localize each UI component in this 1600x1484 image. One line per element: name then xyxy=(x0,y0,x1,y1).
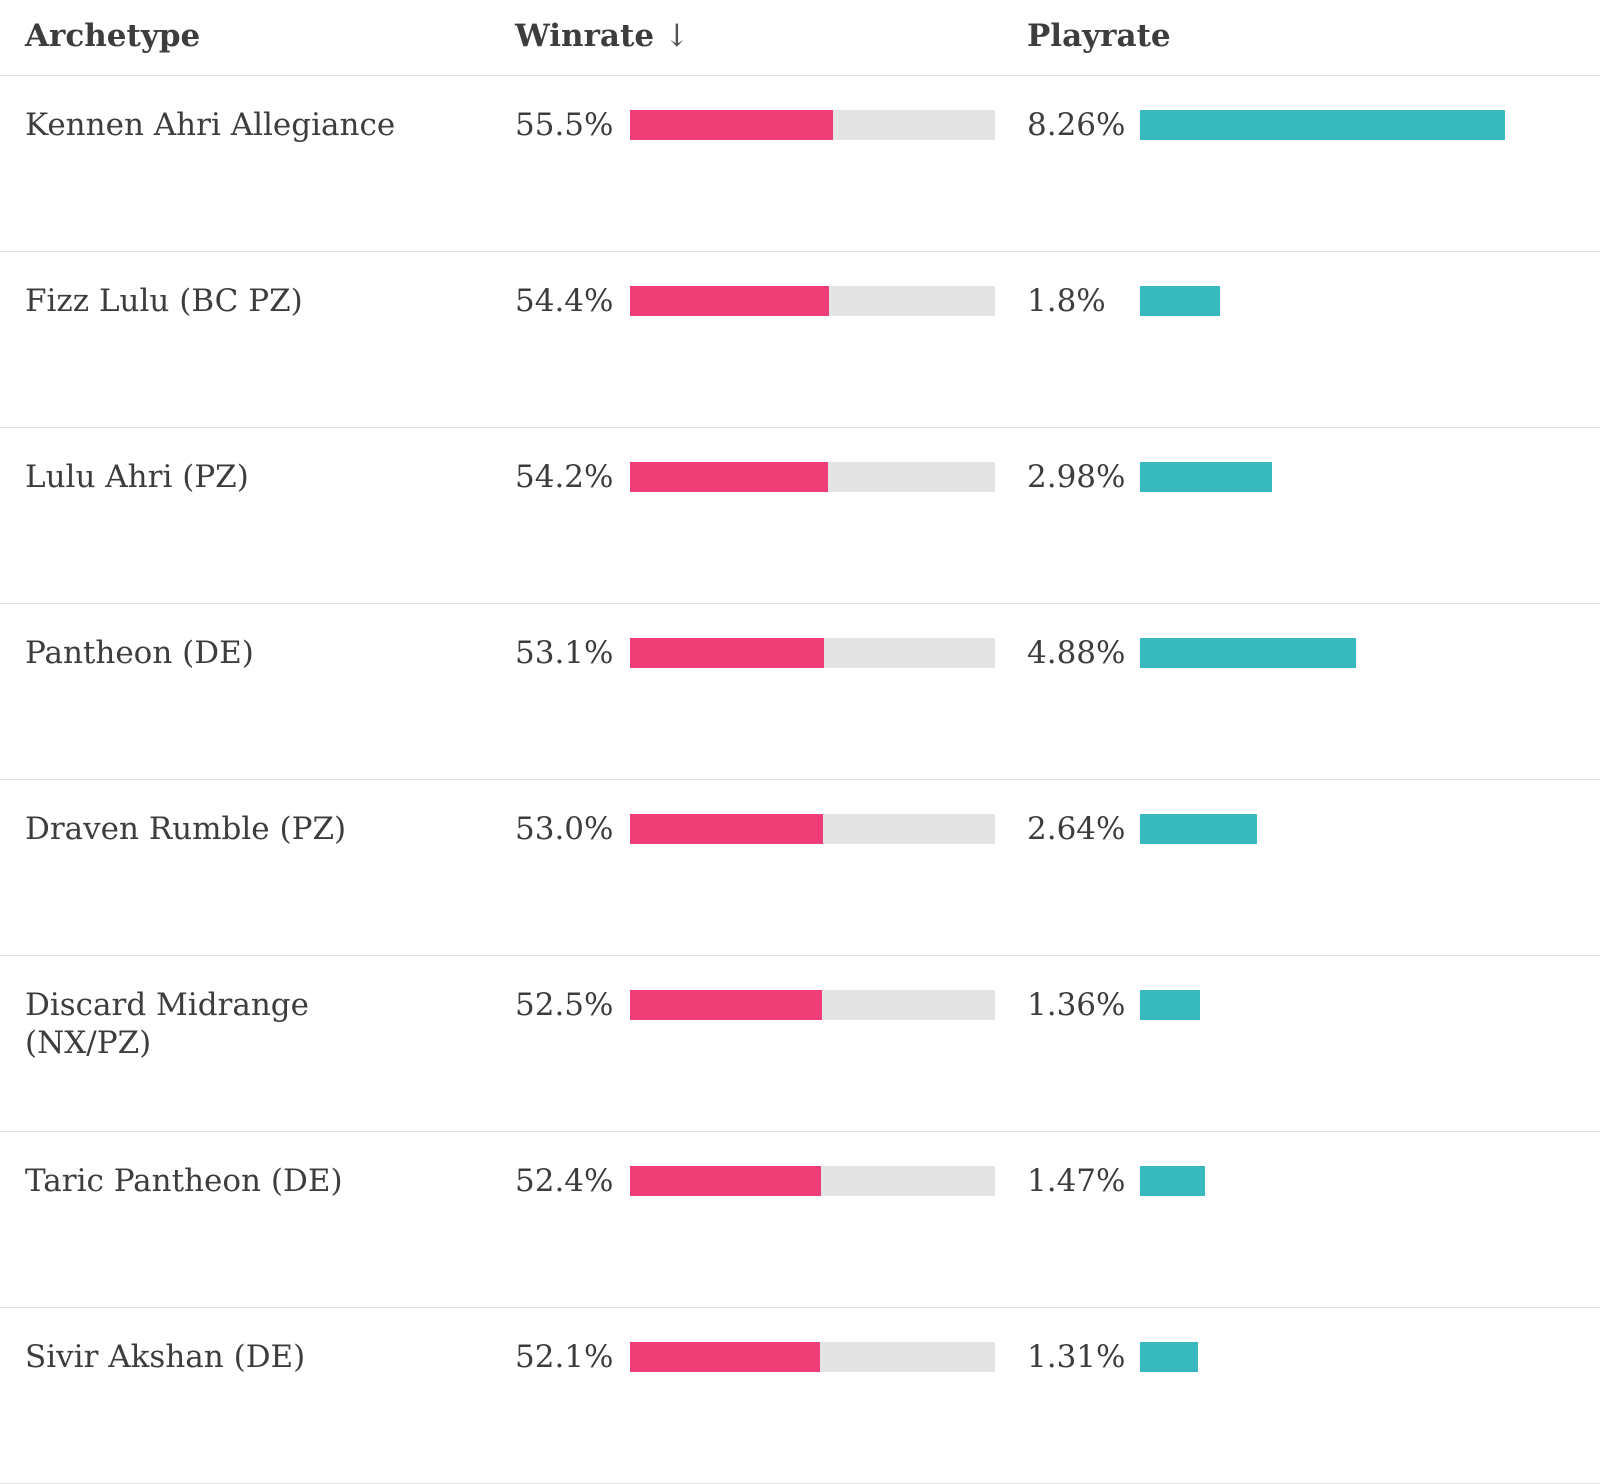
archetype-name[interactable]: Kennen Ahri Allegiance xyxy=(25,107,396,143)
archetype-cell: Kennen Ahri Allegiance xyxy=(0,106,515,144)
winrate-value: 52.5% xyxy=(515,987,614,1023)
playrate-value: 2.64% xyxy=(1027,811,1126,847)
playrate-bar-track xyxy=(1140,110,1505,140)
table-row: Fizz Lulu (BC PZ) 54.4% 1.8% xyxy=(0,252,1600,428)
playrate-bar-fill xyxy=(1140,286,1220,316)
archetype-cell: Pantheon (DE) xyxy=(0,634,515,672)
playrate-value: 1.47% xyxy=(1027,1163,1126,1199)
winrate-bar-cell xyxy=(630,458,995,492)
table-body: Kennen Ahri Allegiance 55.5% 8.26% Fizz … xyxy=(0,76,1600,1484)
winrate-bar-track xyxy=(630,1166,995,1196)
archetype-cell: Taric Pantheon (DE) xyxy=(0,1162,515,1200)
column-header-winrate-label: Winrate xyxy=(515,18,655,54)
winrate-bar-cell xyxy=(630,986,995,1020)
playrate-bar-cell xyxy=(1140,458,1505,492)
table-row: Draven Rumble (PZ) 53.0% 2.64% xyxy=(0,780,1600,956)
winrate-bar-track xyxy=(630,286,995,316)
table-row: Pantheon (DE) 53.1% 4.88% xyxy=(0,604,1600,780)
winrate-bar-track xyxy=(630,1342,995,1372)
winrate-bar-cell xyxy=(630,1162,995,1196)
playrate-bar-cell xyxy=(1140,282,1505,316)
winrate-bar-cell xyxy=(630,1338,995,1372)
archetype-name[interactable]: Taric Pantheon (DE) xyxy=(25,1163,343,1199)
playrate-bar-track xyxy=(1140,1166,1505,1196)
playrate-value: 8.26% xyxy=(1027,107,1126,143)
archetype-name[interactable]: Pantheon (DE) xyxy=(25,635,254,671)
winrate-bar-cell xyxy=(630,810,995,844)
winrate-bar-fill xyxy=(630,462,828,492)
winrate-bar-track xyxy=(630,638,995,668)
playrate-bar-track xyxy=(1140,1342,1505,1372)
playrate-bar-cell xyxy=(1140,986,1505,1020)
winrate-bar-fill xyxy=(630,1166,822,1196)
winrate-value: 53.0% xyxy=(515,811,614,847)
archetype-name[interactable]: Discard Midrange (NX/PZ) xyxy=(25,987,309,1061)
playrate-bar-cell xyxy=(1140,106,1505,140)
table-row: Kennen Ahri Allegiance 55.5% 8.26% xyxy=(0,76,1600,252)
winrate-bar-fill xyxy=(630,990,822,1020)
column-header-winrate[interactable]: Winrate ↓ xyxy=(515,18,995,54)
winrate-bar-fill xyxy=(630,286,829,316)
playrate-bar-cell xyxy=(1140,1162,1505,1196)
archetype-name[interactable]: Lulu Ahri (PZ) xyxy=(25,459,249,495)
playrate-value: 4.88% xyxy=(1027,635,1126,671)
winrate-value: 54.2% xyxy=(515,459,614,495)
column-header-playrate-label: Playrate xyxy=(1027,18,1171,54)
playrate-value: 1.8% xyxy=(1027,283,1106,319)
playrate-bar-track xyxy=(1140,462,1505,492)
playrate-bar-track xyxy=(1140,286,1505,316)
winrate-value: 53.1% xyxy=(515,635,614,671)
playrate-bar-cell xyxy=(1140,810,1505,844)
winrate-bar-cell xyxy=(630,106,995,140)
table-row: Sivir Akshan (DE) 52.1% 1.31% xyxy=(0,1308,1600,1484)
playrate-bar-fill xyxy=(1140,638,1356,668)
playrate-bar-fill xyxy=(1140,1342,1198,1372)
playrate-bar-cell xyxy=(1140,634,1505,668)
playrate-bar-fill xyxy=(1140,990,1201,1020)
winrate-value: 55.5% xyxy=(515,107,614,143)
winrate-bar-cell xyxy=(630,282,995,316)
winrate-bar-fill xyxy=(630,110,833,140)
winrate-value: 54.4% xyxy=(515,283,614,319)
winrate-bar-track xyxy=(630,990,995,1020)
archetype-cell: Sivir Akshan (DE) xyxy=(0,1338,515,1376)
table-row: Discard Midrange (NX/PZ) 52.5% 1.36% xyxy=(0,956,1600,1132)
winrate-bar-fill xyxy=(630,814,824,844)
archetype-name[interactable]: Draven Rumble (PZ) xyxy=(25,811,347,847)
playrate-bar-track xyxy=(1140,814,1505,844)
winrate-bar-track xyxy=(630,110,995,140)
table-row: Taric Pantheon (DE) 52.4% 1.47% xyxy=(0,1132,1600,1308)
archetype-cell: Lulu Ahri (PZ) xyxy=(0,458,515,496)
playrate-bar-track xyxy=(1140,638,1505,668)
playrate-value: 1.31% xyxy=(1027,1339,1126,1375)
winrate-bar-track xyxy=(630,814,995,844)
playrate-bar-track xyxy=(1140,990,1505,1020)
playrate-bar-fill xyxy=(1140,1166,1205,1196)
playrate-bar-fill xyxy=(1140,110,1505,140)
column-header-archetype[interactable]: Archetype xyxy=(0,18,515,54)
archetype-name[interactable]: Sivir Akshan (DE) xyxy=(25,1339,306,1375)
playrate-bar-cell xyxy=(1140,1338,1505,1372)
playrate-value: 1.36% xyxy=(1027,987,1126,1023)
winrate-bar-track xyxy=(630,462,995,492)
playrate-bar-fill xyxy=(1140,814,1257,844)
playrate-bar-fill xyxy=(1140,462,1272,492)
archetype-cell: Draven Rumble (PZ) xyxy=(0,810,515,848)
winrate-value: 52.4% xyxy=(515,1163,614,1199)
table-row: Lulu Ahri (PZ) 54.2% 2.98% xyxy=(0,428,1600,604)
column-header-playrate[interactable]: Playrate xyxy=(995,18,1505,54)
winrate-bar-fill xyxy=(630,638,824,668)
playrate-value: 2.98% xyxy=(1027,459,1126,495)
archetype-cell: Fizz Lulu (BC PZ) xyxy=(0,282,515,320)
winrate-bar-cell xyxy=(630,634,995,668)
archetype-name[interactable]: Fizz Lulu (BC PZ) xyxy=(25,283,303,319)
winrate-bar-fill xyxy=(630,1342,821,1372)
table-header: Archetype Winrate ↓ Playrate xyxy=(0,0,1600,76)
archetype-cell: Discard Midrange (NX/PZ) xyxy=(0,986,515,1062)
winrate-value: 52.1% xyxy=(515,1339,614,1375)
sort-descending-icon: ↓ xyxy=(664,18,691,54)
column-header-archetype-label: Archetype xyxy=(25,18,201,54)
